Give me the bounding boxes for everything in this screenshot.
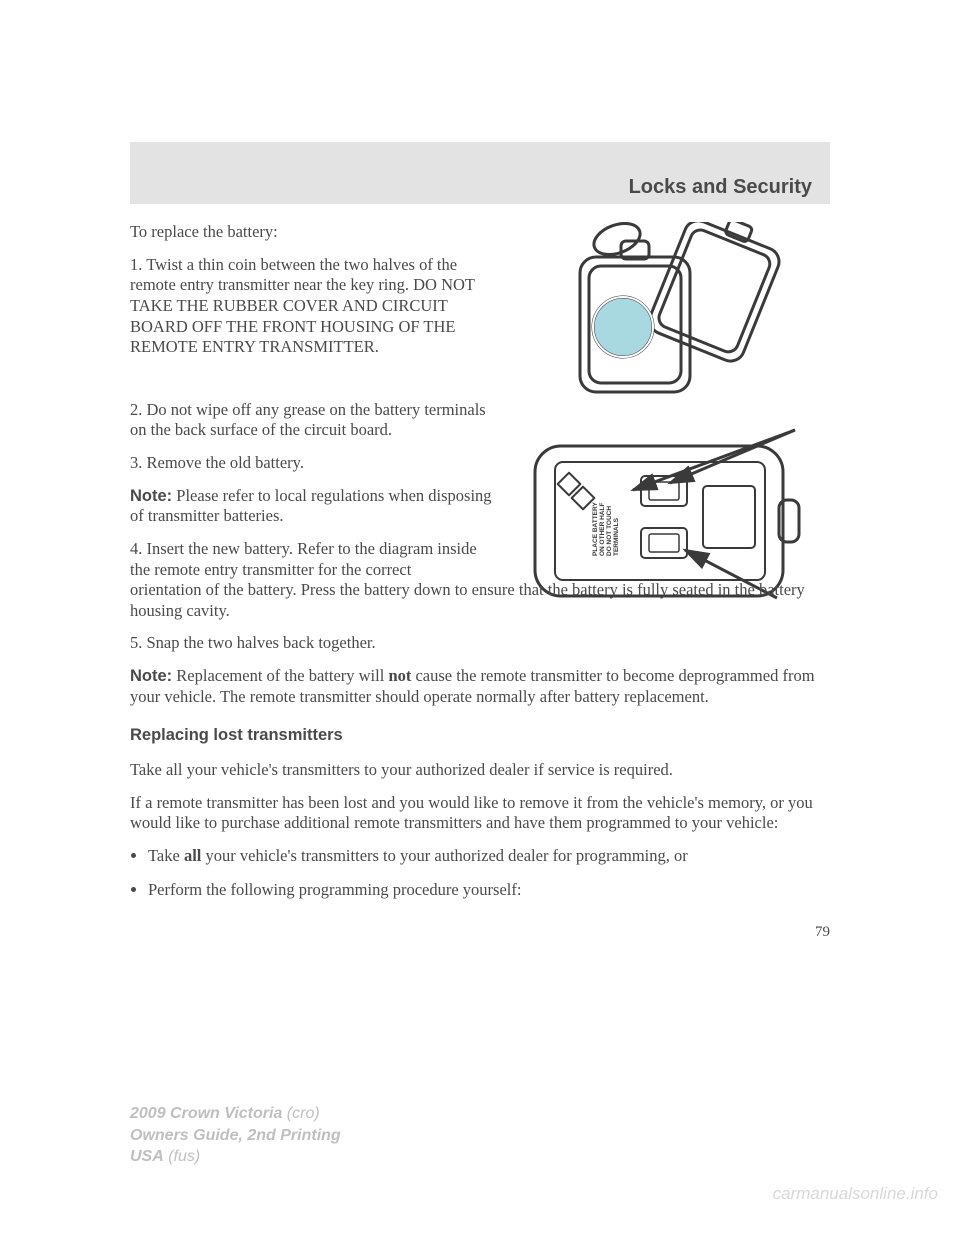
watermark: carmanualsonline.info: [773, 1184, 938, 1204]
footer-code1: (cro): [282, 1105, 319, 1122]
para-2: If a remote transmitter has been lost an…: [130, 793, 830, 834]
subheading: Replacing lost transmitters: [130, 725, 830, 746]
footer: 2009 Crown Victoria (cro) Owners Guide, …: [130, 1103, 341, 1168]
bullet1-bold: all: [184, 846, 201, 865]
footer-line-3: USA (fus): [130, 1146, 341, 1168]
note2-bold: not: [388, 666, 411, 685]
footer-code2: (fus): [164, 1148, 200, 1165]
note-label: Note:: [130, 487, 172, 505]
note2-pre: Replacement of the battery will: [172, 666, 388, 685]
bullet1-post: your vehicle's transmitters to your auth…: [201, 846, 687, 865]
footer-line-2: Owners Guide, 2nd Printing: [130, 1125, 341, 1147]
page-number: 79: [130, 923, 830, 942]
step-1: 1. Twist a thin coin between the two hal…: [130, 255, 500, 358]
content-area: To replace the battery: 1. Twist a thin …: [130, 222, 830, 954]
step-3: 3. Remove the old battery.: [130, 453, 500, 474]
header-bar: Locks and Security: [130, 142, 830, 204]
step-4b: orientation of the battery. Press the ba…: [130, 580, 830, 621]
footer-line-1: 2009 Crown Victoria (cro): [130, 1103, 341, 1125]
step-2: 2. Do not wipe off any grease on the bat…: [130, 400, 500, 441]
footer-region: USA: [130, 1148, 164, 1165]
step-4a: 4. Insert the new battery. Refer to the …: [130, 539, 500, 580]
bullet1-pre: Take: [148, 846, 184, 865]
bullet-1: Take all your vehicle's transmitters to …: [148, 846, 830, 867]
note-2: Note: Replacement of the battery will no…: [130, 666, 830, 707]
note-1-text: Please refer to local regulations when d…: [130, 486, 492, 526]
para-1: Take all your vehicle's transmitters to …: [130, 760, 830, 781]
bullet-list: Take all your vehicle's transmitters to …: [148, 846, 830, 901]
note-1: Note: Please refer to local regulations …: [130, 486, 500, 527]
intro-text: To replace the battery:: [130, 222, 500, 243]
footer-model: 2009 Crown Victoria: [130, 1105, 282, 1122]
section-title: Locks and Security: [629, 176, 812, 199]
page: Locks and Security: [0, 0, 960, 1242]
step-5: 5. Snap the two halves back together.: [130, 633, 830, 654]
bullet-2: Perform the following programming proced…: [148, 880, 830, 901]
note-label-2: Note:: [130, 667, 172, 685]
